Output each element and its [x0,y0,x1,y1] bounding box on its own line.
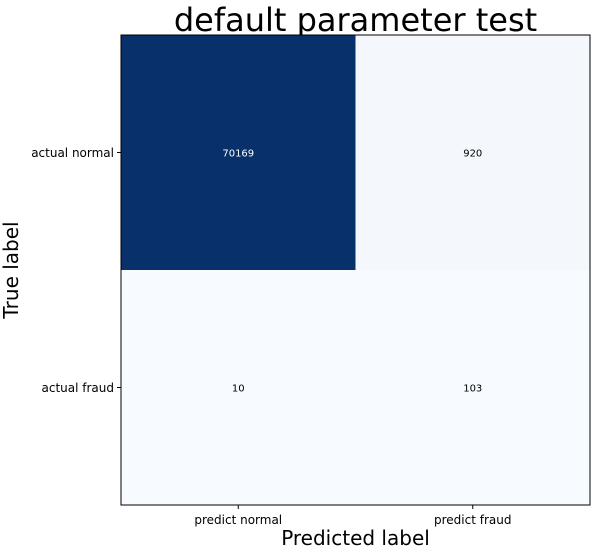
cell-value-labels: 70169 920 10 103 [222,149,482,395]
cell-value-label-r1-c0: 10 [232,384,245,395]
cell-value-label-r0-c0: 70169 [222,149,254,160]
x-tick-label: predict fraud [434,513,511,527]
y-tick-label: actual normal [31,146,114,160]
x-axis-ticks: predict normal predict fraud [194,505,511,527]
cell-value-label-r1-c1: 103 [463,384,482,395]
cell-value-label-r0-c1: 920 [463,149,482,160]
heatmap-cell-r0-c1 [355,35,591,271]
heatmap-cell-r1-c1 [355,270,591,506]
heatmap-cells [121,35,591,506]
heatmap-cell-r1-c0 [121,270,356,506]
x-axis-label: Predicted label [281,526,430,550]
heatmap-cell-r0-c0 [121,35,356,271]
x-tick-label: predict normal [194,513,282,527]
y-tick-label: actual fraud [42,381,115,395]
y-axis-label: True label [0,221,23,319]
chart-title: default parameter test [174,1,537,39]
plot-frame [120,34,591,506]
y-axis-ticks: actual normal actual fraud [31,146,121,395]
